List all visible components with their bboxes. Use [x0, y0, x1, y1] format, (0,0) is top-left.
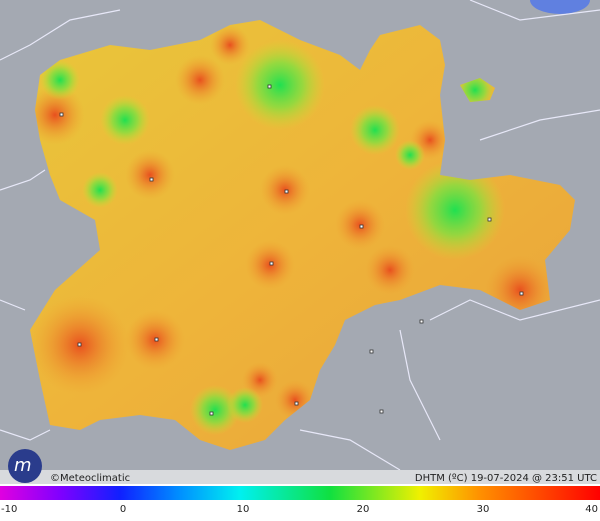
caption-bar: [0, 470, 600, 484]
logo: [8, 449, 42, 483]
logo-mark: m: [14, 455, 32, 476]
colorbar-tick-label: 0: [120, 504, 126, 515]
stations: [59, 84, 524, 416]
colorbar: [0, 486, 600, 500]
sea: [530, 0, 590, 14]
caption: DHTM (ºC) 19-07-2024 @ 23:51 UTC: [415, 473, 597, 484]
colorbar-ticks: -10 0 10 20 30 40: [1, 504, 598, 515]
credit: ©Meteoclimatic: [50, 473, 130, 484]
colorbar-tick-label: -10: [1, 504, 17, 515]
colorbar-labels-bg: [0, 500, 600, 521]
colorbar-tick-label: 40: [585, 504, 598, 515]
borders: [0, 0, 600, 471]
colorbar-tick-label: 30: [477, 504, 490, 515]
colorbar-tick-label: 10: [237, 504, 250, 515]
colorbar-tick-label: 20: [357, 504, 370, 515]
